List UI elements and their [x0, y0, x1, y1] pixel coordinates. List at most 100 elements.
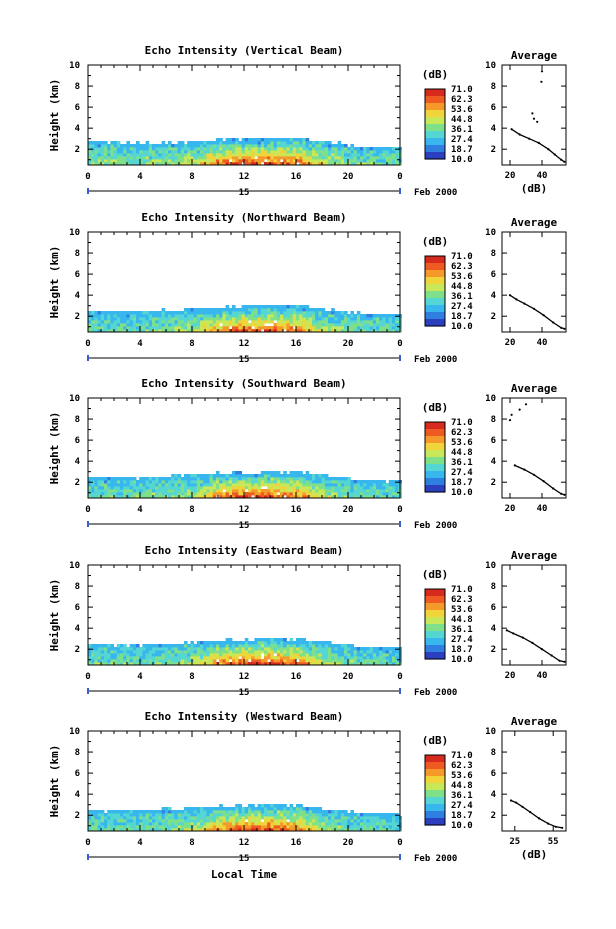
heatmap-cell — [196, 150, 201, 154]
heatmap-cell — [350, 314, 354, 318]
heatmap-cell — [244, 647, 249, 651]
heatmap-cell — [158, 825, 162, 829]
heatmap-cell — [142, 647, 146, 651]
heatmap-cell — [152, 326, 156, 330]
heatmap-cell — [100, 495, 105, 499]
heatmap-cell — [152, 480, 156, 484]
heatmap-cell — [168, 311, 172, 315]
heatmap-cell — [107, 320, 111, 324]
heatmap-cell — [280, 150, 284, 154]
heatmap-cell — [164, 159, 169, 163]
heatmap-cell — [200, 495, 204, 499]
heatmap-cell — [145, 329, 150, 333]
heatmap-cell — [276, 483, 281, 487]
heatmap-cell — [283, 323, 287, 327]
heatmap-cell — [222, 647, 226, 651]
heatmap-cell — [302, 486, 306, 490]
heatmap-cell — [334, 656, 338, 660]
heatmap-cell — [161, 308, 166, 312]
heatmap-cell — [123, 825, 127, 829]
y-tick-label: 2 — [75, 145, 80, 155]
heatmap-cell — [356, 492, 361, 496]
heatmap-cell — [334, 650, 338, 654]
heatmap-cell — [132, 159, 137, 163]
heatmap-cell — [324, 147, 329, 151]
heatmap-cell — [180, 320, 185, 324]
heatmap-cell — [126, 480, 130, 484]
heatmap-cell — [225, 477, 230, 481]
heatmap-cell — [94, 483, 98, 487]
heatmap-cell — [241, 153, 246, 157]
heatmap-cell — [244, 474, 249, 478]
heatmap-cell — [104, 159, 108, 163]
heatmap-cell — [344, 492, 348, 496]
heatmap-cell — [244, 492, 249, 496]
heatmap-cell — [257, 810, 262, 814]
heatmap-cell — [97, 653, 102, 657]
heatmap-cell — [187, 317, 191, 321]
heatmap-cell — [299, 828, 303, 832]
heatmap-cell — [267, 162, 271, 166]
heatmap-cell — [344, 825, 348, 829]
heatmap-cell — [235, 150, 239, 154]
heatmap-cell — [219, 474, 223, 478]
heatmap-cell — [113, 656, 118, 660]
heatmap-cell — [180, 662, 185, 666]
heatmap-cell — [385, 653, 390, 657]
heatmap-cell — [273, 156, 278, 160]
heatmap-cell — [104, 144, 108, 148]
heatmap-cell — [350, 486, 354, 490]
average-x-tick-label: 20 — [505, 171, 516, 181]
heatmap-cell — [209, 311, 214, 315]
heatmap-cell — [212, 150, 217, 154]
heatmap-cell — [171, 822, 175, 826]
heatmap-cell — [350, 653, 354, 657]
y-tick-label: 2 — [75, 811, 80, 821]
heatmap-cell — [216, 641, 220, 645]
heatmap-cell — [120, 323, 124, 327]
heatmap-cell — [270, 308, 274, 312]
heatmap-cell — [321, 308, 326, 312]
heatmap-cell — [171, 162, 175, 166]
heatmap-cell — [209, 320, 214, 324]
heatmap-cell — [196, 810, 201, 814]
heatmap-cell — [318, 807, 322, 811]
heatmap-cell — [209, 317, 214, 321]
heatmap-cell — [222, 150, 226, 154]
average-y-tick-label: 6 — [491, 769, 496, 779]
heatmap-cell — [145, 816, 150, 820]
heatmap-cell — [238, 141, 242, 145]
heatmap-cell — [152, 329, 156, 333]
heatmap-cell — [379, 486, 383, 490]
heatmap-cell — [251, 659, 255, 663]
heatmap-cell — [318, 810, 322, 814]
heatmap-cell — [248, 825, 252, 829]
average-x-tick-label: 55 — [548, 837, 559, 847]
heatmap-cell — [369, 323, 374, 327]
colorbar-swatch — [425, 259, 445, 262]
colorbar-swatch — [425, 809, 445, 812]
heatmap-cell — [337, 495, 342, 499]
heatmap-cell — [152, 816, 156, 820]
heatmap-cell — [216, 810, 220, 814]
heatmap-cell — [280, 495, 284, 499]
heatmap — [88, 804, 402, 832]
heatmap-cell — [132, 825, 137, 829]
heatmap-cell — [296, 323, 300, 327]
heatmap-cell — [107, 314, 111, 318]
heatmap-cell — [264, 326, 268, 330]
heatmap-cell — [379, 647, 383, 651]
colorbar-swatch — [425, 141, 445, 144]
heatmap-cell — [161, 659, 166, 663]
heatmap-cell — [289, 807, 294, 811]
heatmap-cell — [248, 162, 252, 166]
heatmap-cell — [305, 641, 310, 645]
heatmap-cell — [232, 656, 236, 660]
heatmap-cell — [152, 147, 156, 151]
heatmap-cell — [206, 819, 210, 823]
heatmap-cell — [212, 159, 217, 163]
heatmap-cell — [289, 492, 294, 496]
heatmap-cell — [369, 483, 374, 487]
average-y-tick-label: 10 — [485, 394, 496, 404]
heatmap-cell — [241, 641, 246, 645]
